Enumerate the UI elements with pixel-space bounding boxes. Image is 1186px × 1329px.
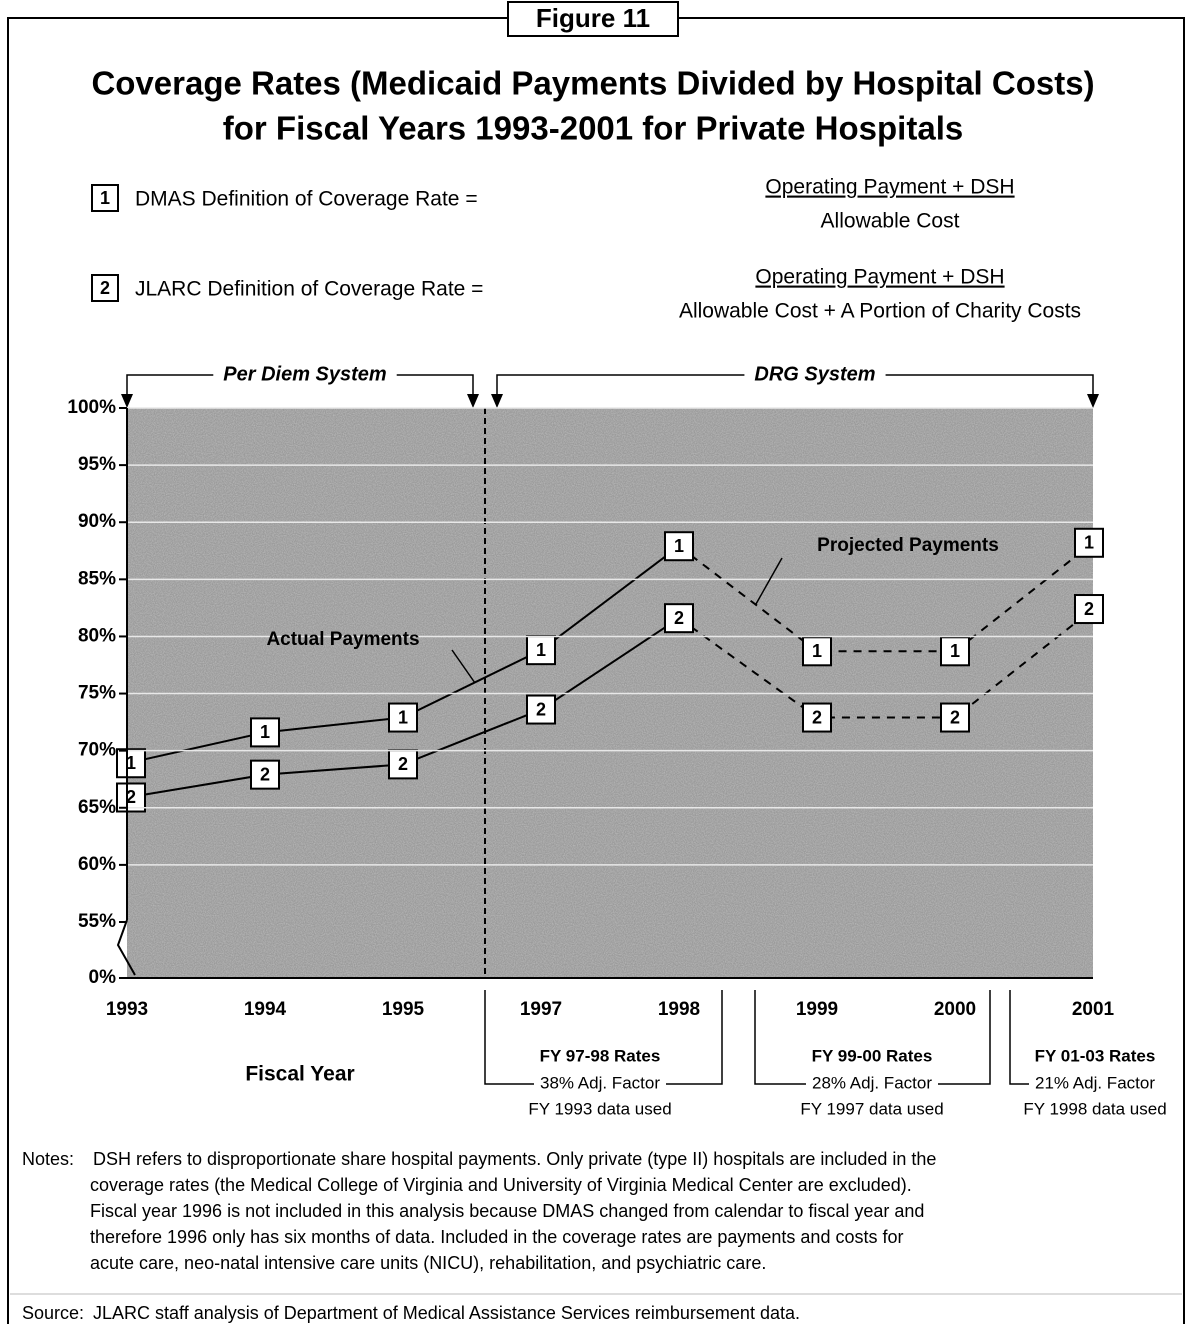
denominator: Allowable Cost [821,210,960,233]
y-tick-label: 95% [78,454,116,475]
arrowhead [491,394,503,408]
rate-title: FY 01-03 Rates [1035,1046,1156,1065]
y-tick-label: 100% [67,397,116,418]
x-tick-label: 1998 [658,999,700,1020]
legend-marker: 1 [100,188,110,208]
y-tick-label: 65% [78,797,116,818]
title: for Fiscal Years 1993-2001 for Private H… [223,110,963,147]
point-marker-label: 2 [674,608,684,628]
point-marker-label: 1 [674,536,684,556]
rate-data: FY 1998 data used [1023,1099,1166,1118]
rate-title: FY 97-98 Rates [540,1046,661,1065]
annotation-leader [755,557,783,605]
notes-line: Fiscal year 1996 is not included in this… [90,1201,924,1221]
rate-factor: 38% Adj. Factor [540,1073,660,1092]
rate-bracket [484,990,723,1085]
x-tick-label: 1993 [106,999,148,1020]
arrowhead [467,394,479,408]
point-marker [664,603,694,634]
y-tick-label: 60% [78,854,116,875]
point-marker-label: 2 [950,707,960,727]
numerator: Operating Payment + DSH [755,266,1004,289]
x-tick-label: 1995 [382,999,425,1020]
annotation-leader [451,649,476,684]
point-marker-label: 2 [398,754,408,774]
point-marker-label: 2 [812,707,822,727]
denominator: Allowable Cost + A Portion of Charity Co… [679,300,1081,323]
x-tick-label: 1994 [244,999,287,1020]
point-marker-label: 1 [126,753,136,773]
point-marker [250,717,280,748]
point-marker [940,702,970,733]
point-marker-label: 1 [1084,533,1094,553]
notes-line: therefore 1996 only has six months of da… [90,1227,903,1247]
notes-line: DSH refers to disproportionate share hos… [93,1149,936,1169]
legend-marker: 2 [100,278,110,298]
point-marker-label: 1 [536,640,546,660]
figure-label: Figure 11 [536,3,650,33]
x-tick-label: 2000 [934,999,976,1020]
y-tick-label: 80% [78,625,116,646]
axis-break [116,919,136,976]
point-marker [116,748,146,779]
projected-line [678,541,1094,653]
rate-bracket [1009,990,1029,1085]
source-text: JLARC staff analysis of Department of Me… [93,1303,800,1323]
point-marker-label: 1 [812,641,822,661]
point-marker-label: 2 [536,699,546,719]
notes-line: coverage rates (the Medical College of V… [90,1175,912,1195]
point-marker [1074,594,1104,625]
x-tick-label: 1997 [520,999,562,1020]
notes-line: acute care, neo-natal intensive care uni… [90,1253,766,1273]
system-label: Per Diem System [223,363,386,385]
point-marker [802,636,832,667]
arrowhead [121,394,133,408]
x-tick-label: 2001 [1072,999,1115,1020]
source-label: Source: [22,1303,84,1323]
definition-text: JLARC Definition of Coverage Rate = [135,278,483,301]
point-marker-label: 1 [260,722,270,742]
point-marker-label: 2 [1084,599,1094,619]
y-tick-label: 55% [78,911,116,932]
annotation: Projected Payments [817,535,999,556]
point-marker [250,759,280,790]
x-tick-label: 1999 [796,999,838,1020]
point-marker [664,531,694,562]
numerator: Operating Payment + DSH [765,176,1014,199]
y-tick-label: 85% [78,568,116,589]
rate-title: FY 99-00 Rates [812,1046,933,1065]
point-marker-label: 1 [398,707,408,727]
legend-marker-box [91,274,119,302]
annotation: Actual Payments [266,629,419,650]
arrowhead [1087,394,1099,408]
legend-marker-box [91,184,119,212]
y-tick-label: 90% [78,511,116,532]
point-marker [940,636,970,667]
point-marker [526,635,556,666]
point-marker-label: 2 [126,787,136,807]
projected-line [678,608,1094,719]
point-marker [1074,527,1104,558]
definition-text: DMAS Definition of Coverage Rate = [135,188,478,211]
rate-data: FY 1993 data used [528,1099,671,1118]
rate-data: FY 1997 data used [800,1099,943,1118]
point-marker [802,702,832,733]
rate-bracket [754,990,991,1085]
point-marker-label: 2 [260,764,270,784]
point-marker [388,702,418,733]
system-label: DRG System [754,363,875,385]
point-marker-label: 1 [950,641,960,661]
point-marker [526,694,556,725]
x-axis-label: Fiscal Year [245,1063,354,1086]
y-tick-label: 0% [89,967,117,988]
notes-label: Notes: [22,1149,74,1169]
rate-factor: 21% Adj. Factor [1035,1073,1155,1092]
title: Coverage Rates (Medicaid Payments Divide… [91,65,1094,102]
y-tick-label: 75% [78,683,116,704]
figure-label-box [507,1,679,37]
rate-factor: 28% Adj. Factor [812,1073,932,1092]
y-tick-label: 70% [78,740,116,761]
